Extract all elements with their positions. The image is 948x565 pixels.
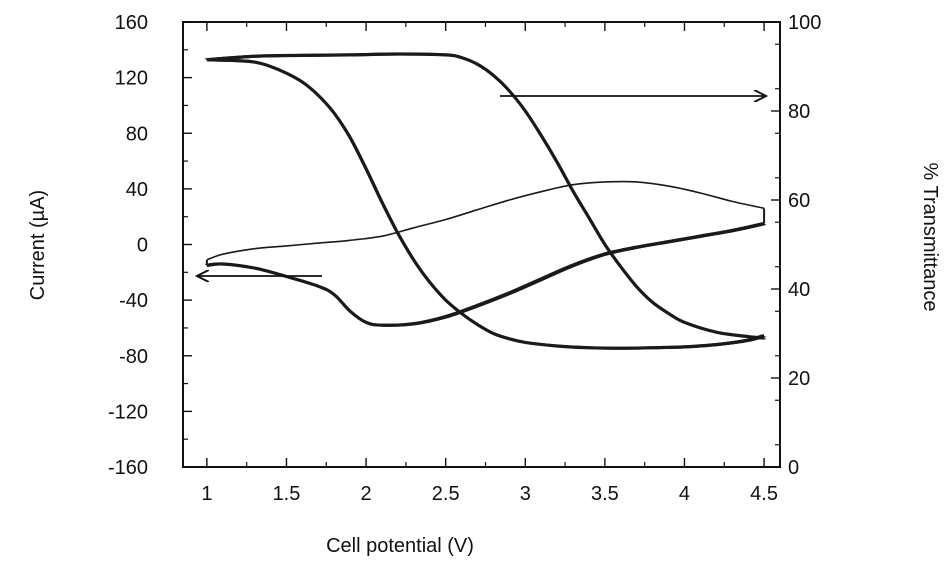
y-right-tick-label: 60 <box>788 190 810 212</box>
y-left-tick-label: 40 <box>126 179 148 201</box>
y-left-tick-label: 120 <box>115 68 148 90</box>
transmittance-trace-2-1 <box>206 58 765 350</box>
y-left-tick-label: -40 <box>119 290 148 312</box>
y-left-tick-label: -120 <box>108 401 148 423</box>
current-trace-0-1 <box>206 222 765 327</box>
x-tick-label: 2 <box>361 483 372 505</box>
y-left-tick-label: -160 <box>108 457 148 479</box>
y-axis-right-title: % Transmittance <box>919 163 941 312</box>
series-group <box>205 52 766 350</box>
current-trace-1 <box>206 180 765 261</box>
y-right-tick-label: 20 <box>788 368 810 390</box>
y-left-tick-label: 160 <box>115 12 148 34</box>
plot-frame <box>182 21 781 468</box>
x-axis-title: Cell potential (V) <box>326 535 474 557</box>
x-tick-label: 3.5 <box>591 483 619 505</box>
x-tick-label: 4 <box>679 483 690 505</box>
transmittance-trace-2-2 <box>208 60 766 350</box>
axis-ticks <box>183 21 780 468</box>
tick-labels: 1 1.5 2 2.5 3 3.5 4 4.5 -160 -120 -80 -40 0 40 80 120 16… <box>108 12 821 505</box>
x-tick-label: 2.5 <box>432 483 460 505</box>
current-trace-0-0 <box>205 222 763 325</box>
y-left-tick-label: 80 <box>126 123 148 145</box>
y-right-tick-label: 0 <box>788 457 799 479</box>
y-right-tick-label: 100 <box>788 12 821 34</box>
x-tick-label: 1 <box>201 483 212 505</box>
x-tick-label: 1.5 <box>273 483 301 505</box>
y-axis-left-title: Current (µA) <box>27 190 49 300</box>
y-right-tick-label: 80 <box>788 101 810 123</box>
current-trace-0-2 <box>208 223 766 327</box>
x-tick-label: 3 <box>520 483 531 505</box>
y-left-tick-label: -80 <box>119 346 148 368</box>
y-left-tick-label: 0 <box>137 235 148 257</box>
x-tick-label: 4.5 <box>750 483 778 505</box>
transmittance-trace-3-2 <box>208 54 766 340</box>
y-right-tick-label: 40 <box>788 279 810 301</box>
